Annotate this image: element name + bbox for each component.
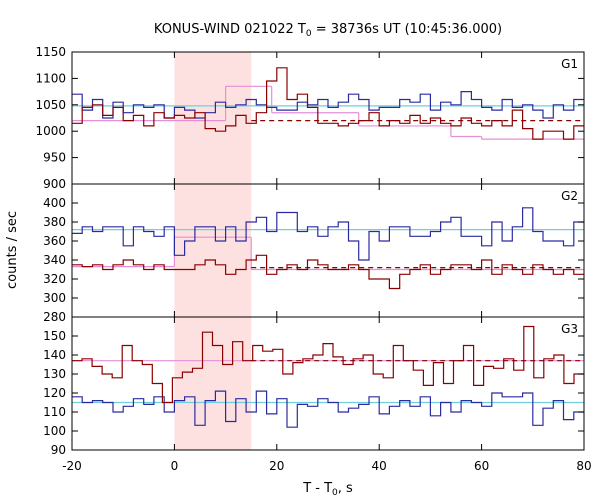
chart-title-subscript: 0: [306, 29, 312, 39]
x-axis-label-subscript: 0: [332, 488, 338, 498]
red-series-curve: [72, 254, 584, 290]
y-tick-label: 320: [43, 272, 66, 286]
panel-g3: 90 100 110 120 130 140 150 G3: [43, 316, 585, 457]
y-tick-label: 1100: [35, 71, 66, 85]
x-tick-label: 0: [171, 459, 179, 473]
y-tick-label: 1050: [35, 98, 66, 112]
y-tick-label: 90: [51, 443, 66, 457]
x-axis-label-main: T - T: [302, 481, 332, 496]
red-series-curve: [72, 325, 584, 404]
y-tick-label: 1150: [35, 45, 66, 59]
y-axis-label: counts / sec: [5, 211, 20, 289]
y-tick-label: 280: [43, 310, 66, 324]
chart-title-main: KONUS-WIND 021022 T: [154, 22, 306, 37]
y-tick-label: 120: [43, 386, 66, 400]
y-tick-label: 400: [43, 196, 66, 210]
blue-series-curve: [72, 91, 584, 119]
panel-label: G1: [561, 57, 578, 71]
y-tick-label: 360: [43, 234, 66, 248]
panel-g1: 900 950 1000 1050 1100 1150 G1: [35, 45, 585, 191]
x-tick-label: 60: [474, 459, 489, 473]
panel-g2: 280 300 320 340 360 380 400 G2: [43, 183, 585, 324]
red-series-curve: [72, 67, 584, 140]
y-tick-label: 380: [43, 215, 66, 229]
chart-title-rest: = 38736s UT (10:45:36.000): [312, 22, 502, 37]
y-tick-label: 140: [43, 348, 66, 362]
x-axis-label-rest: , s: [338, 481, 353, 496]
y-tick-label: 340: [43, 253, 66, 267]
x-tick-label: 20: [269, 459, 284, 473]
y-tick-label: 300: [43, 291, 66, 305]
panels-group: 900 950 1000 1050 1100 1150 G1 280 300 320 340 360 3…: [35, 45, 585, 457]
y-tick-label: 150: [43, 329, 66, 343]
panel-label: G3: [561, 322, 578, 336]
x-axis: -20 0 20 40 60 80: [62, 459, 591, 473]
blue-series-curve: [72, 390, 584, 428]
chart-title: KONUS-WIND 021022 T0 = 38736s UT (10:45:…: [154, 22, 502, 39]
x-axis-label: T - T0, s: [302, 481, 353, 498]
x-tick-label: -20: [62, 459, 82, 473]
y-tick-label: 110: [43, 405, 66, 419]
y-tick-label: 130: [43, 367, 66, 381]
y-tick-label: 100: [43, 424, 66, 438]
y-tick-label: 900: [43, 177, 66, 191]
shaded-interval: [174, 184, 252, 317]
panel-frame: [71, 51, 585, 185]
panel-frame: [71, 316, 585, 451]
y-tick-label: 950: [43, 151, 66, 165]
blue-series-curve: [72, 207, 584, 261]
x-tick-label: 80: [576, 459, 591, 473]
panel-label: G2: [561, 189, 578, 203]
panel-frame: [71, 183, 585, 318]
x-tick-label: 40: [372, 459, 387, 473]
y-tick-label: 1000: [35, 124, 66, 138]
